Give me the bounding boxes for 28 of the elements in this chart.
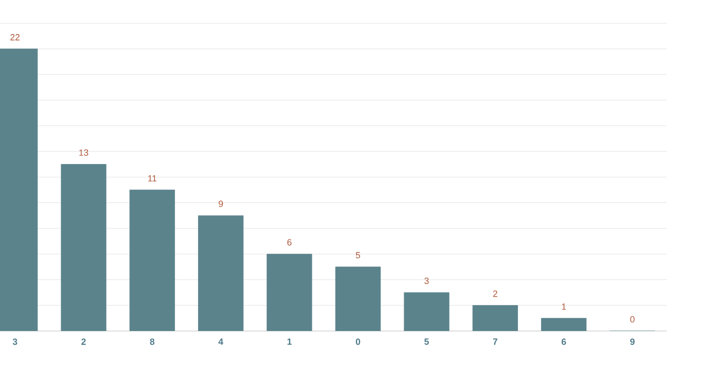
bar [541, 318, 587, 331]
data-label: 0 [630, 316, 635, 322]
x-tick-label: 4 [218, 338, 224, 345]
data-label: 1 [562, 303, 566, 310]
x-tick-label: 2 [81, 338, 86, 345]
bar [266, 254, 312, 331]
data-label: 11 [148, 175, 156, 182]
data-label: 3 [424, 278, 429, 284]
x-tick-label: 3 [12, 338, 18, 345]
x-tick-label: 8 [150, 338, 154, 345]
x-tick-label: 1 [287, 338, 292, 345]
bar [335, 266, 381, 331]
data-label: 2 [493, 290, 498, 297]
x-tick-label: 5 [424, 338, 429, 345]
data-label: 13 [79, 149, 88, 156]
x-tick-label: 0 [356, 338, 360, 345]
x-tick-label: 9 [630, 338, 635, 345]
bar [404, 292, 450, 331]
data-label: 6 [287, 239, 292, 246]
bar [130, 190, 175, 331]
bar [60, 164, 106, 331]
bar [472, 305, 518, 331]
data-label: 22 [10, 34, 20, 40]
x-tick-label: 6 [562, 338, 566, 345]
data-label: 5 [356, 252, 360, 258]
x-tick-label: 7 [493, 338, 498, 345]
bar [198, 215, 244, 331]
data-label: 9 [218, 200, 223, 208]
